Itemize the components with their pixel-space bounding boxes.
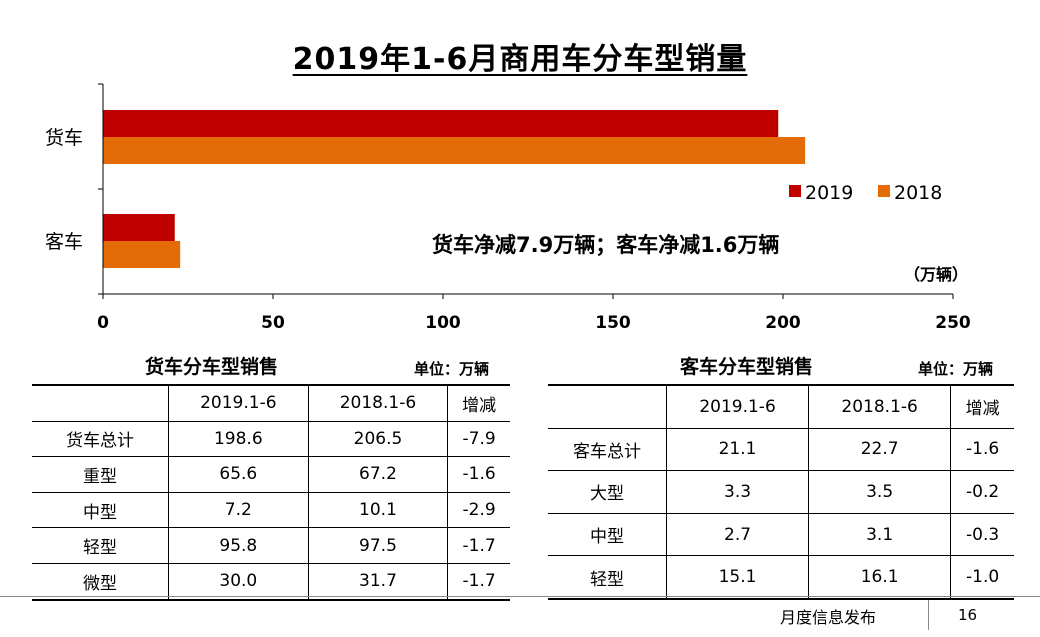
column-header: 2019.1-6 xyxy=(665,383,809,429)
x-tick-label: 0 xyxy=(97,313,109,333)
table-row: 大型 3.3 3.5 -0.2 xyxy=(548,470,1014,514)
bus-table-heading: 客车分车型销售 xyxy=(680,356,814,378)
table-row: 微型 30.0 31.7 -1.7 xyxy=(32,562,510,601)
x-tick-label: 100 xyxy=(425,313,461,333)
footer-label: 月度信息发布 xyxy=(780,608,877,627)
table-cell: -1.7 xyxy=(447,527,510,564)
table-cell: 10.1 xyxy=(307,491,448,528)
x-tick-label: 250 xyxy=(935,313,971,333)
table-cell: -0.3 xyxy=(950,512,1014,556)
x-tick-label: 150 xyxy=(595,313,631,333)
row-label: 轻型 xyxy=(32,527,169,564)
table-row: 中型 2.7 3.1 -0.3 xyxy=(548,512,1014,556)
table-cell: -1.6 xyxy=(447,456,510,493)
table-cell: 67.2 xyxy=(307,456,448,493)
page-number: 16 xyxy=(958,606,978,624)
row-label: 轻型 xyxy=(548,555,667,600)
table-header-row: 2019.1-6 2018.1-6 增减 xyxy=(32,383,510,422)
table-cell: 206.5 xyxy=(307,420,448,457)
row-label: 微型 xyxy=(32,562,169,601)
table-cell: -2.9 xyxy=(447,491,510,528)
column-header xyxy=(548,383,667,429)
column-header: 增减 xyxy=(447,383,510,422)
legend-swatch-2018 xyxy=(878,185,890,197)
table-row: 中型 7.2 10.1 -2.9 xyxy=(32,491,510,528)
legend-label: 2018 xyxy=(894,182,942,204)
bus-sales-table: 2019.1-6 2018.1-6 增减 客车总计 21.1 22.7 -1.6… xyxy=(548,383,1014,600)
table-cell: 15.1 xyxy=(665,555,809,600)
table-cell: 7.2 xyxy=(168,491,309,528)
column-header: 2018.1-6 xyxy=(307,383,448,422)
bar-2019-0 xyxy=(103,110,779,137)
table-cell: 21.1 xyxy=(665,427,809,471)
column-header: 2019.1-6 xyxy=(168,383,309,422)
table-cell: 31.7 xyxy=(307,562,448,601)
table-row: 货车总计 198.6 206.5 -7.9 xyxy=(32,420,510,457)
table-cell: 30.0 xyxy=(168,562,309,601)
table-cell: -0.2 xyxy=(950,470,1014,514)
table-cell: 3.5 xyxy=(808,470,951,514)
page-title: 2019年1-6月商用车分车型销量 xyxy=(0,34,1040,78)
truck-table-heading: 货车分车型销售 xyxy=(145,356,279,378)
table-cell: 65.6 xyxy=(168,456,309,493)
category-label: 客车 xyxy=(45,231,83,253)
row-label: 大型 xyxy=(548,470,667,514)
table-cell: 16.1 xyxy=(808,555,951,600)
table-cell: 3.1 xyxy=(808,512,951,556)
unit-label: （万辆） xyxy=(904,265,968,284)
truck-table-unit: 单位：万辆 xyxy=(414,360,490,378)
bus-table-unit: 单位：万辆 xyxy=(918,360,994,378)
table-row: 重型 65.6 67.2 -1.6 xyxy=(32,456,510,493)
row-label: 中型 xyxy=(548,512,667,556)
table-cell: 22.7 xyxy=(808,427,951,471)
table-header-row: 2019.1-6 2018.1-6 增减 xyxy=(548,383,1014,429)
table-cell: -1.0 xyxy=(950,555,1014,600)
row-label: 客车总计 xyxy=(548,427,667,471)
column-header: 2018.1-6 xyxy=(808,383,951,429)
category-label: 货车 xyxy=(45,127,83,149)
table-cell: -1.6 xyxy=(950,427,1014,471)
x-tick-label: 200 xyxy=(765,313,801,333)
truck-sales-table: 2019.1-6 2018.1-6 增减 货车总计 198.6 206.5 -7… xyxy=(32,383,510,601)
bar-2018-1 xyxy=(103,241,181,268)
table-cell: 97.5 xyxy=(307,527,448,564)
legend-label: 2019 xyxy=(805,182,853,204)
column-header xyxy=(32,383,169,422)
table-cell: -7.9 xyxy=(447,420,510,457)
table-cell: -1.7 xyxy=(447,562,510,601)
table-row: 轻型 95.8 97.5 -1.7 xyxy=(32,527,510,564)
table-row: 轻型 15.1 16.1 -1.0 xyxy=(548,555,1014,600)
bar-2019-1 xyxy=(103,214,175,241)
footer-separator xyxy=(928,600,929,630)
chart-annotation: 货车净减7.9万辆；客车净减1.6万辆 xyxy=(432,233,779,257)
row-label: 货车总计 xyxy=(32,420,169,457)
table-cell: 2.7 xyxy=(665,512,809,556)
legend-swatch-2019 xyxy=(789,185,801,197)
table-cell: 3.3 xyxy=(665,470,809,514)
footer-divider xyxy=(0,596,1040,597)
table-cell: 198.6 xyxy=(168,420,309,457)
table-row: 客车总计 21.1 22.7 -1.6 xyxy=(548,427,1014,471)
bar-2018-0 xyxy=(103,137,806,164)
column-header: 增减 xyxy=(950,383,1014,429)
row-label: 重型 xyxy=(32,456,169,493)
row-label: 中型 xyxy=(32,491,169,528)
table-cell: 95.8 xyxy=(168,527,309,564)
page-title-text: 2019年1-6月商用车分车型销量 xyxy=(292,42,748,77)
x-tick-label: 50 xyxy=(261,313,285,333)
